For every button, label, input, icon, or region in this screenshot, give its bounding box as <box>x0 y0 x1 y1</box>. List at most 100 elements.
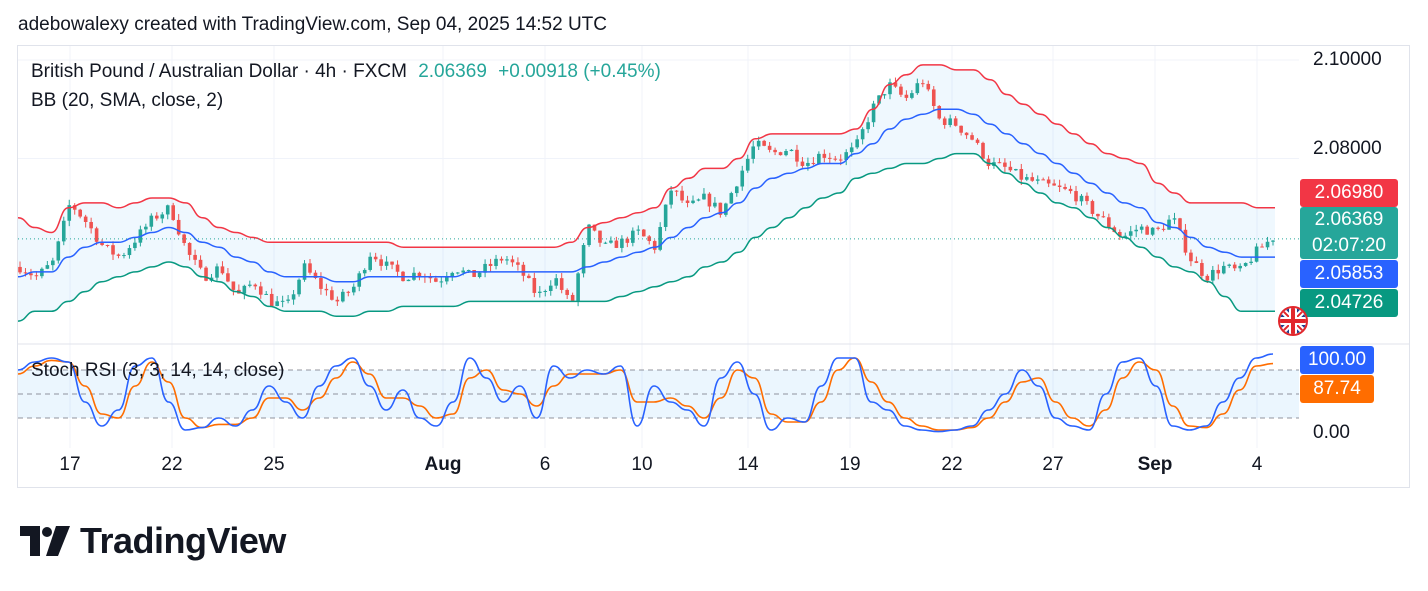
candle-body <box>877 95 881 104</box>
candle-body <box>784 151 788 156</box>
candle-body <box>937 105 942 119</box>
candle-body <box>904 94 909 98</box>
candle-body <box>428 276 433 279</box>
candle-body <box>756 140 761 147</box>
x-tick-label: 25 <box>263 454 285 475</box>
candle-body <box>341 291 345 302</box>
candle-body <box>242 285 247 294</box>
candle-body <box>565 289 569 295</box>
candle-body <box>144 226 148 230</box>
uk-flag-icon[interactable] <box>1278 306 1308 336</box>
x-tick-label: 10 <box>631 454 653 475</box>
candle-body <box>1046 179 1051 184</box>
bb-basis-tag: 2.05853 <box>1300 260 1398 288</box>
stoch-k-tag: 100.00 <box>1300 346 1374 374</box>
candle-body <box>1128 231 1133 236</box>
candle-body <box>713 202 717 207</box>
candle-body <box>94 228 99 242</box>
candle-body <box>1216 269 1221 274</box>
candle-body <box>811 162 816 164</box>
candle-body <box>308 263 312 273</box>
candle-body <box>729 193 734 204</box>
candle-body <box>149 215 154 227</box>
candle-body <box>67 205 72 221</box>
candle-body <box>215 266 219 278</box>
candle-body <box>707 193 712 207</box>
candle-body <box>581 245 586 274</box>
candle-body <box>466 270 471 272</box>
symbol-title[interactable]: British Pound / Australian Dollar · 4h ·… <box>31 61 407 82</box>
candle-body <box>1019 169 1024 180</box>
candle-body <box>620 238 624 248</box>
last-price: 2.06369 <box>418 61 487 82</box>
candle-body <box>379 259 383 266</box>
candle-body <box>275 301 279 306</box>
candle-body <box>652 241 657 250</box>
candle-body <box>187 242 192 255</box>
candle-body <box>313 272 318 279</box>
candle-body <box>111 245 115 255</box>
candle-body <box>855 139 859 148</box>
candle-body <box>1265 241 1270 248</box>
candle-body <box>964 132 969 136</box>
candle-body <box>368 256 372 270</box>
candle-body <box>439 281 444 283</box>
candle-body <box>253 284 258 287</box>
candle-body <box>888 82 892 95</box>
candle-body <box>193 254 197 260</box>
y-tick-label: 0.00 <box>1313 422 1350 443</box>
candle-body <box>527 275 531 279</box>
candle-body <box>72 205 77 210</box>
candle-body <box>778 152 783 156</box>
candle-body <box>641 229 646 237</box>
candle-body <box>280 300 285 302</box>
candle-body <box>198 259 203 268</box>
bb-upper-tag: 2.06980 <box>1300 179 1398 207</box>
candle-body <box>248 284 252 286</box>
candle-body <box>78 209 82 217</box>
tradingview-brand[interactable]: TradingView <box>20 520 286 562</box>
candle-body <box>286 299 290 301</box>
candle-body <box>61 220 66 242</box>
candle-body <box>1096 213 1100 217</box>
candle-body <box>942 118 947 125</box>
candle-body <box>680 190 684 201</box>
candle-body <box>1003 162 1007 167</box>
stoch-legend[interactable]: Stoch RSI (3, 3, 14, 14, close) <box>31 360 285 381</box>
candle-body <box>827 157 832 159</box>
candle-body <box>346 291 351 293</box>
candle-body <box>734 186 739 194</box>
candle-body <box>740 170 745 187</box>
candle-body <box>100 241 104 245</box>
candle-body <box>609 240 613 243</box>
candle-body <box>390 261 394 265</box>
candle-body <box>23 272 28 274</box>
candle-body <box>899 86 903 95</box>
candle-body <box>105 244 110 246</box>
candle-body <box>89 221 93 229</box>
candle-body <box>598 230 602 243</box>
candle-body <box>576 273 580 301</box>
candle-body <box>997 162 1002 164</box>
candle-body <box>1063 186 1067 189</box>
stoch-d-line <box>17 357 1274 431</box>
candle-body <box>625 238 630 243</box>
candle-body <box>603 242 608 244</box>
candle-body <box>335 299 340 302</box>
candle-body <box>1145 226 1149 235</box>
candle-body <box>51 260 55 266</box>
candle-body <box>384 261 389 266</box>
tradingview-logo-icon <box>20 526 70 556</box>
candle-body <box>182 234 186 243</box>
candle-body <box>1183 229 1188 253</box>
candle-body <box>483 263 487 273</box>
candle-body <box>849 147 854 153</box>
candle-body <box>1008 166 1013 171</box>
candle-body <box>915 83 920 94</box>
bb-legend[interactable]: BB (20, SMA, close, 2) <box>31 90 224 111</box>
y-tick-label: 2.10000 <box>1313 49 1382 70</box>
candle-body <box>1035 179 1040 181</box>
candle-body <box>1090 201 1095 214</box>
candle-body <box>718 202 723 215</box>
